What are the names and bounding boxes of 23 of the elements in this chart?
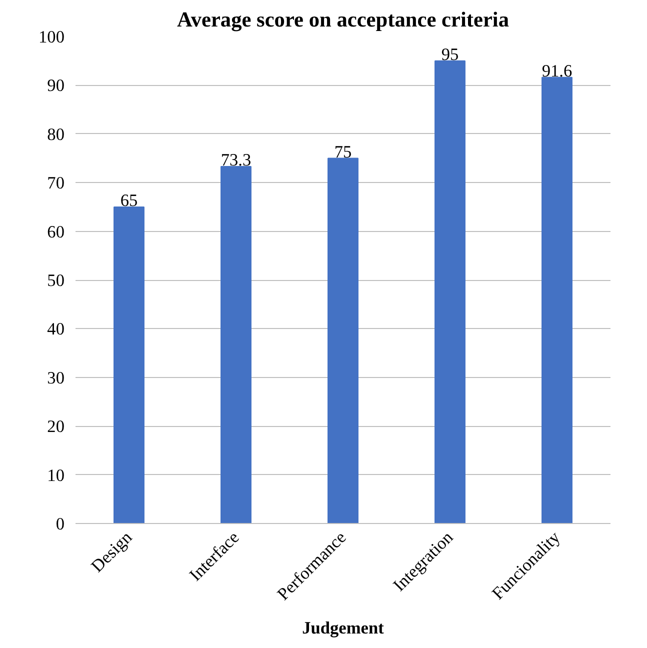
y-tick-label: 70 xyxy=(47,174,64,193)
bar xyxy=(328,158,358,524)
y-tick-label: 90 xyxy=(47,76,64,96)
data-label: 73.3 xyxy=(220,150,252,170)
y-tick-label: 40 xyxy=(47,320,64,339)
bar xyxy=(220,166,252,524)
x-axis-title: Judgement xyxy=(302,618,384,638)
y-tick-label: 50 xyxy=(47,271,64,290)
y-tick-label: 0 xyxy=(56,514,65,534)
y-tick-label: 10 xyxy=(47,466,64,485)
chart-title: Average score on acceptance criteria xyxy=(176,8,510,32)
bar xyxy=(114,206,144,524)
y-tick-label: 100 xyxy=(38,28,65,46)
y-tick-label: 60 xyxy=(47,222,64,242)
bar xyxy=(434,60,466,524)
y-tick-label: 80 xyxy=(47,124,64,144)
y-tick-label: 30 xyxy=(47,368,64,388)
data-label: 91.6 xyxy=(542,61,572,80)
bar xyxy=(542,76,572,524)
y-tick-label: 20 xyxy=(47,417,64,436)
data-label: 65 xyxy=(120,190,138,210)
data-label: 95 xyxy=(441,44,459,64)
data-label: 75 xyxy=(334,142,352,162)
